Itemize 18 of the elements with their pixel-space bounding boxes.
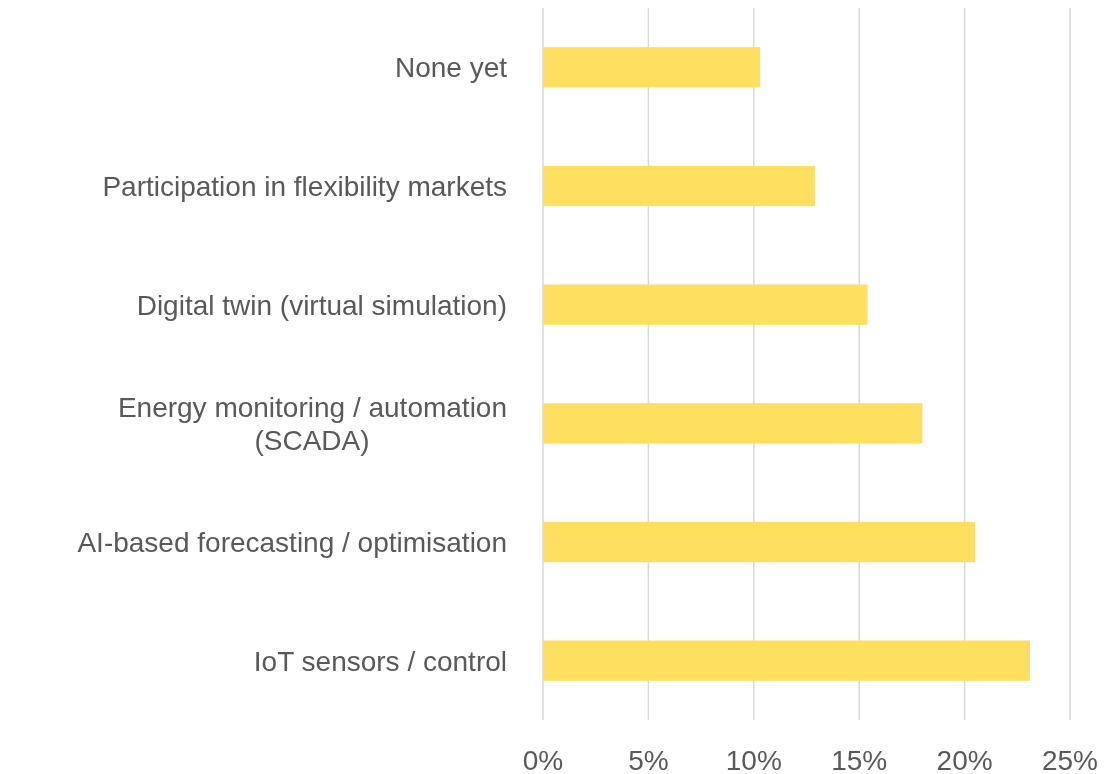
bar bbox=[543, 47, 761, 88]
y-tick-label: Participation in flexibility markets bbox=[102, 171, 507, 202]
bar bbox=[543, 640, 1030, 681]
bar bbox=[543, 284, 868, 325]
x-tick-label: 15% bbox=[831, 745, 888, 774]
y-tick-label: IoT sensors / control bbox=[253, 645, 507, 677]
x-tick-label: 25% bbox=[1041, 745, 1099, 774]
x-tick-label: 10% bbox=[725, 745, 782, 774]
x-tick-label: 5% bbox=[628, 745, 669, 774]
y-tick-label: Energy monitoring / automation (SCADA) bbox=[117, 391, 507, 456]
bar bbox=[543, 403, 923, 444]
x-tick-label: 0% bbox=[522, 745, 564, 774]
y-tick-label: None yet bbox=[394, 52, 508, 84]
y-tick-label: Digital twin (virtual simulation) bbox=[136, 289, 507, 321]
bar bbox=[543, 165, 815, 207]
x-tick-label: 20% bbox=[936, 745, 993, 774]
y-tick-label: AI-based forecasting / optimisation bbox=[77, 527, 507, 558]
bar bbox=[543, 521, 976, 563]
